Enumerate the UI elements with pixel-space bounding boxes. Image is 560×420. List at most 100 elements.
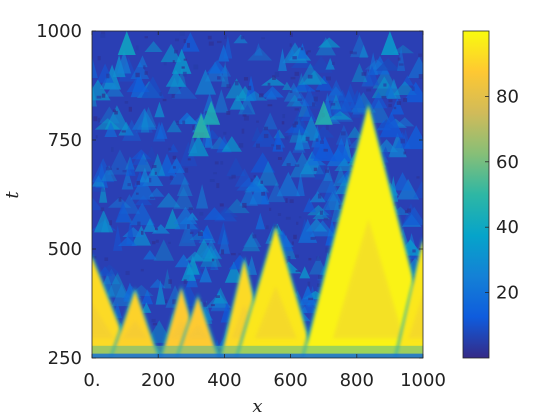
y-tick-label: 750 — [48, 130, 82, 151]
y-tick-label: 500 — [48, 239, 82, 260]
noise-dot — [140, 268, 144, 272]
x-tick-label: 400 — [207, 370, 241, 391]
noise-mark — [218, 229, 231, 254]
noise-mark — [181, 216, 207, 243]
noise-mark — [171, 84, 198, 99]
noise-dot — [294, 108, 299, 111]
noise-mark — [160, 43, 182, 63]
noise-dot — [192, 125, 195, 130]
noise-dot — [291, 241, 294, 245]
noise-dot — [318, 275, 323, 280]
noise-dot — [296, 221, 299, 225]
noise-dot — [263, 133, 269, 139]
noise-mark — [140, 106, 157, 128]
x-tick-label: 0. — [83, 370, 100, 391]
noise-dot — [172, 166, 176, 169]
noise-dot — [418, 53, 423, 57]
noise-mark — [148, 187, 165, 197]
x-axis-ticks: 0. 200 400 600 800 1000 — [83, 31, 446, 391]
colorbar-tick-label: 20 — [496, 283, 519, 304]
noise-dot — [226, 84, 231, 89]
noise-dot — [242, 114, 247, 117]
noise-mark — [107, 196, 132, 208]
noise-mark — [140, 107, 150, 133]
noise-mark — [384, 83, 396, 99]
noise-dot — [416, 176, 420, 179]
noise-mark — [93, 210, 114, 233]
noise-mark — [246, 255, 258, 275]
initial-band-edge — [92, 353, 423, 358]
noise-dot — [287, 256, 291, 261]
wave-triangle — [234, 223, 317, 358]
noise-mark — [242, 233, 261, 252]
noise-dot — [260, 180, 263, 184]
noise-mark — [309, 255, 328, 275]
plot-frame — [91, 30, 424, 359]
noise-dot — [261, 37, 265, 40]
noise-dot — [326, 76, 331, 81]
noise-dot — [121, 130, 126, 133]
noise-dot — [135, 72, 140, 78]
noise-dot — [187, 158, 191, 161]
noise-mark — [132, 151, 148, 165]
noise-dot — [169, 175, 173, 180]
noise-mark — [350, 34, 369, 58]
noise-dot — [182, 71, 187, 77]
noise-mark — [261, 86, 284, 98]
noise-dot — [294, 121, 299, 125]
noise-mark — [174, 216, 199, 230]
noise-dot — [97, 55, 101, 61]
noise-mark — [307, 204, 330, 216]
noise-dot — [297, 98, 303, 102]
noise-mark — [375, 58, 401, 71]
noise-dot — [282, 114, 286, 119]
noise-mark — [153, 239, 175, 261]
noise-dot — [159, 92, 162, 96]
noise-mark — [289, 151, 316, 178]
noise-mark — [403, 81, 423, 103]
noise-dot — [247, 85, 252, 91]
noise-mark — [212, 287, 229, 304]
noise-mark — [242, 91, 268, 101]
noise-mark — [233, 34, 248, 44]
noise-mark — [100, 165, 118, 182]
noise-dot — [168, 279, 172, 284]
noise-dot — [144, 36, 148, 39]
noise-dot — [144, 71, 148, 75]
noise-mark — [198, 254, 216, 270]
noise-dot — [331, 61, 335, 65]
noise-mark — [254, 42, 263, 56]
noise-mark — [302, 87, 317, 107]
noise-dot — [214, 161, 219, 165]
noise-dot — [298, 216, 302, 219]
noise-dot — [241, 128, 245, 134]
noise-mark — [92, 158, 115, 183]
noise-dot — [294, 71, 300, 76]
noise-dot — [183, 39, 186, 44]
noise-dot — [319, 210, 323, 215]
noise-dot — [294, 254, 299, 258]
noise-dot — [188, 207, 193, 210]
noise-mark — [276, 171, 301, 197]
noise-dot — [213, 172, 217, 175]
noise-dot — [97, 117, 101, 123]
noise-mark — [239, 186, 259, 206]
noise-mark — [176, 176, 193, 196]
noise-dot — [128, 106, 132, 112]
noise-dot — [243, 77, 249, 81]
noise-mark — [126, 75, 150, 93]
noise-mark — [366, 99, 391, 123]
noise-dot — [349, 50, 353, 54]
noise-dot — [388, 99, 393, 103]
noise-mark — [181, 262, 197, 281]
noise-mark — [94, 118, 121, 130]
noise-dot — [207, 35, 212, 40]
noise-mark — [92, 56, 98, 79]
noise-dot — [150, 196, 155, 199]
noise-mark — [141, 302, 152, 313]
noise-mark — [392, 44, 415, 54]
noise-mark — [286, 94, 303, 107]
noise-dot — [209, 179, 215, 182]
noise-dot — [155, 228, 158, 231]
noise-mark — [141, 76, 165, 99]
